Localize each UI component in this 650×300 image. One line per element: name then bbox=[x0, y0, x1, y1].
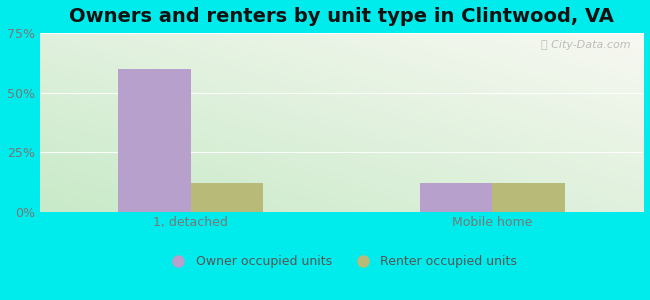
Legend: Owner occupied units, Renter occupied units: Owner occupied units, Renter occupied un… bbox=[161, 250, 523, 273]
Bar bbox=[492, 183, 565, 212]
Title: Owners and renters by unit type in Clintwood, VA: Owners and renters by unit type in Clint… bbox=[69, 7, 614, 26]
Text: ⓘ City-Data.com: ⓘ City-Data.com bbox=[541, 40, 631, 50]
Bar bbox=[190, 183, 263, 212]
Bar bbox=[118, 69, 190, 212]
Bar bbox=[420, 183, 492, 212]
